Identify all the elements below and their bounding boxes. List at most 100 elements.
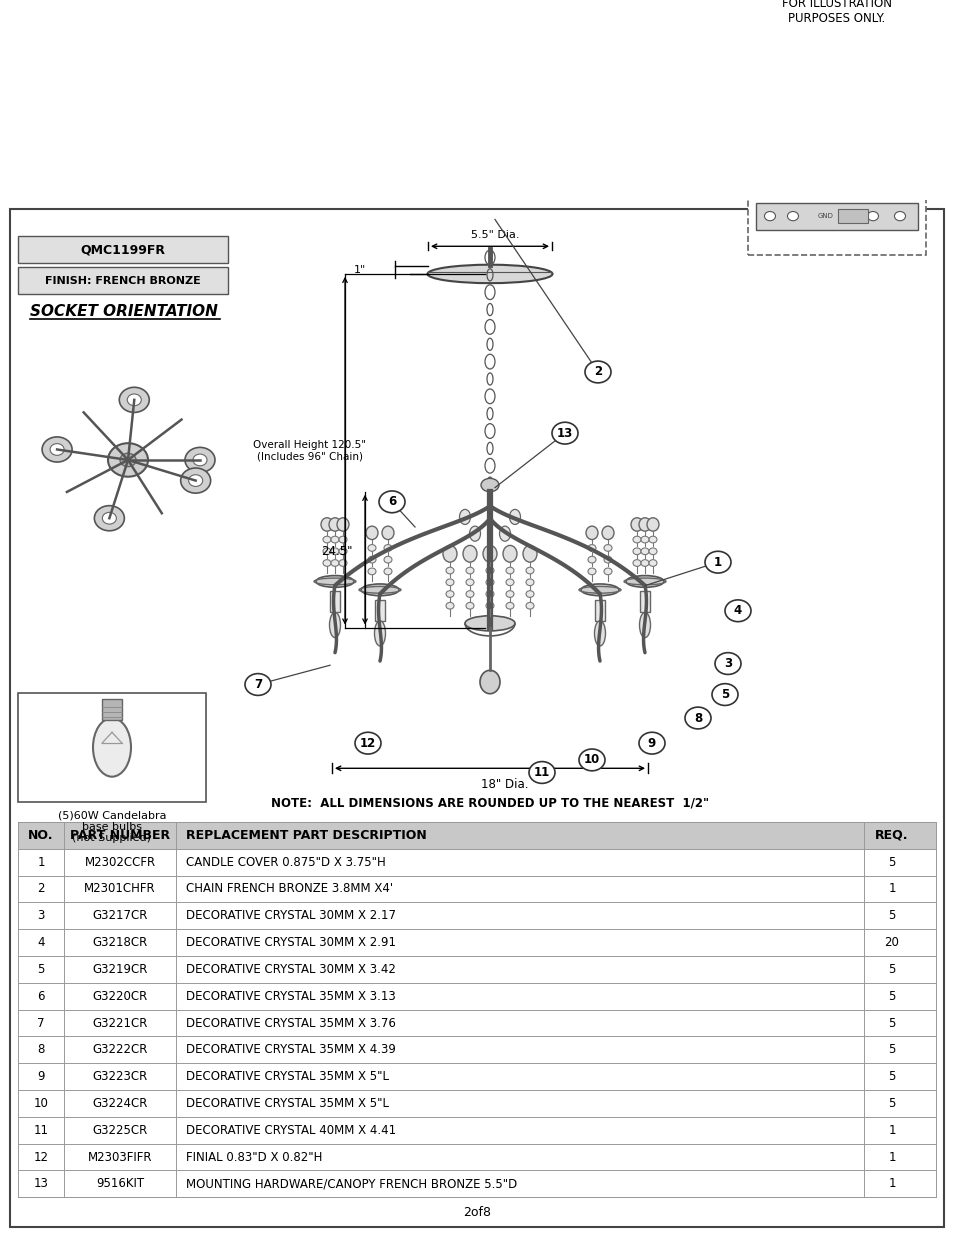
Text: 7: 7 [253,678,262,692]
Text: 6: 6 [37,989,45,1003]
Bar [375,600,385,621]
Ellipse shape [522,546,537,562]
Text: 2: 2 [594,366,601,378]
Ellipse shape [427,264,552,283]
Circle shape [465,590,474,598]
Ellipse shape [580,584,618,595]
Circle shape [505,590,514,598]
Circle shape [338,559,347,567]
Circle shape [525,579,534,585]
Circle shape [648,536,657,543]
Circle shape [633,548,640,555]
Bar [330,592,339,613]
Circle shape [584,361,610,383]
Circle shape [724,600,750,621]
Bar [18,693,206,802]
Circle shape [331,536,338,543]
Text: DECORATIVE CRYSTAL 40MM X 4.41: DECORATIVE CRYSTAL 40MM X 4.41 [186,1124,395,1136]
Text: G3217CR: G3217CR [92,909,148,923]
Circle shape [323,548,331,555]
Circle shape [639,732,664,755]
Text: 5: 5 [720,688,728,701]
Text: 4: 4 [37,936,45,948]
Circle shape [94,505,124,531]
Ellipse shape [646,517,659,531]
Text: 5: 5 [887,856,895,868]
Circle shape [323,559,331,567]
Text: 1: 1 [887,1124,895,1136]
Ellipse shape [822,22,850,59]
Text: GND: GND [818,214,833,219]
Circle shape [525,567,534,574]
Circle shape [368,556,375,563]
Text: 3: 3 [37,909,45,923]
Bar [18,1063,935,1091]
Text: 5: 5 [887,1044,895,1056]
Circle shape [529,762,555,783]
Bar [18,823,935,848]
Ellipse shape [329,517,340,531]
Ellipse shape [329,613,340,637]
Text: 1": 1" [354,264,366,274]
Text: 5: 5 [37,963,45,976]
Circle shape [465,603,474,609]
Circle shape [684,708,710,729]
Bar [18,983,935,1009]
Circle shape [587,556,596,563]
Ellipse shape [462,546,476,562]
Ellipse shape [480,478,498,492]
Circle shape [51,443,64,456]
Bar [18,1091,935,1116]
Bar [639,592,649,613]
Bar [837,210,867,222]
Circle shape [603,556,612,563]
Text: FINISH: FRENCH BRONZE: FINISH: FRENCH BRONZE [45,275,201,285]
Text: 13: 13 [557,426,573,440]
Ellipse shape [442,546,456,562]
Ellipse shape [479,671,499,694]
Bar [18,1116,935,1144]
Circle shape [587,545,596,551]
Text: 9516KIT: 9516KIT [96,1177,144,1191]
Text: 1: 1 [887,1177,895,1191]
Ellipse shape [509,509,520,525]
Bar [747,0,925,254]
Circle shape [368,568,375,574]
Ellipse shape [375,621,385,646]
Bar [755,203,917,230]
Circle shape [633,559,640,567]
Ellipse shape [825,149,847,172]
Ellipse shape [360,584,398,595]
Text: 13: 13 [33,1177,49,1191]
Text: G3219CR: G3219CR [92,963,148,976]
Bar [18,1144,935,1171]
Circle shape [331,548,338,555]
Circle shape [384,568,392,574]
Bar [18,956,935,983]
Text: DECORATIVE CRYSTAL 30MM X 2.17: DECORATIVE CRYSTAL 30MM X 2.17 [186,909,395,923]
Ellipse shape [831,156,841,165]
Text: G3224CR: G3224CR [92,1097,148,1110]
Ellipse shape [92,718,131,777]
Circle shape [338,536,347,543]
Circle shape [446,579,454,585]
Text: M2301CHFR: M2301CHFR [84,883,155,895]
Circle shape [102,513,116,524]
Ellipse shape [601,526,614,540]
Ellipse shape [639,613,650,637]
Circle shape [894,211,904,221]
Text: 5.5" Dia.: 5.5" Dia. [470,230,518,240]
Bar [827,6,845,25]
Circle shape [323,536,331,543]
Circle shape [714,652,740,674]
Circle shape [552,422,578,445]
Ellipse shape [366,526,377,540]
Text: 1: 1 [37,856,45,868]
Ellipse shape [315,576,354,588]
Bar [18,267,228,294]
Circle shape [338,548,347,555]
Bar [18,929,935,956]
Text: G3221CR: G3221CR [92,1016,148,1030]
Text: 18" Dia.: 18" Dia. [480,778,528,792]
Text: NOTE:  ALL DIMENSIONS ARE ROUNDED UP TO THE NEAREST  1/2": NOTE: ALL DIMENSIONS ARE ROUNDED UP TO T… [271,797,708,810]
